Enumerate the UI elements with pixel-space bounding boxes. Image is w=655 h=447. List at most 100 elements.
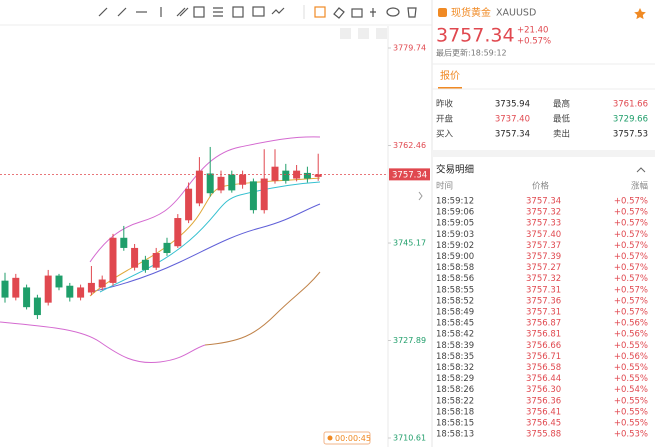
candles [1,146,322,320]
trade-price: 3756.41 [526,407,561,417]
tab-underline [438,87,462,89]
trade-price: 3757.37 [526,241,561,251]
gold-icon [438,8,447,17]
y-tick-label: 3762.46 [393,141,426,150]
instrument-symbol: XAUUSD [496,8,536,19]
trade-price: 3756.30 [526,385,561,395]
trade-time: 18:58:55 [436,285,474,295]
trade-price: 3757.34 [526,197,561,207]
quote-label: 昨收 [436,99,454,110]
candle-body [271,166,279,181]
trade-time: 18:58:32 [436,363,474,373]
tool-fib[interactable] [193,6,205,18]
tool-eraser[interactable] [333,7,345,19]
y-tick-label: 3745.17 [393,239,426,248]
countdown-icon [327,435,333,441]
tool-delete[interactable] [407,7,417,18]
chart-button[interactable] [340,28,351,39]
trade-change: +0.57% [614,296,648,306]
tool-image[interactable] [252,6,265,17]
tool-text[interactable] [232,6,244,18]
ma-long [204,271,321,346]
countdown: 00:00:45 [335,434,371,443]
trade-price: 3757.31 [526,285,561,295]
trade-change: +0.56% [614,352,648,362]
trade-change: +0.56% [614,319,648,329]
collapse-arrow[interactable] [418,191,423,201]
candle-body [303,172,311,179]
favorite-star[interactable] [634,8,646,20]
trade-price: 3755.88 [526,430,561,440]
y-tick-label: 3779.74 [393,44,426,53]
candle-body [163,242,171,254]
trade-time: 18:58:13 [436,430,474,440]
quote-value: 3757.53 [613,130,648,140]
quote-label: 卖出 [553,129,570,140]
trade-change: +0.57% [614,219,648,229]
tool-ray[interactable] [117,7,127,17]
trade-price: 3757.32 [526,274,561,284]
chart-button[interactable] [376,28,387,39]
last-price: 3757.34 [436,25,515,47]
quote-label: 开盘 [436,114,454,125]
tool-levels[interactable] [213,7,223,17]
trade-price: 3756.58 [526,363,561,373]
trade-change: +0.55% [614,419,648,429]
candle-body [1,280,9,298]
trade-time: 18:59:00 [436,252,474,262]
candle-body [228,174,236,191]
tool-trend[interactable] [271,7,285,15]
trade-change: +0.55% [614,407,648,417]
tab-quote[interactable]: 报价 [440,69,460,82]
last-price-tag-label: 3757.34 [392,170,427,180]
updated-time: 最后更新:18:59:12 [436,48,507,58]
ma-slow [89,203,321,293]
last-price-tag [389,168,430,181]
price-change-pct: +0.57% [517,37,551,47]
trade-price: 3757.36 [526,296,561,306]
candle-body [174,218,182,247]
trade-time: 18:58:26 [436,385,474,395]
tool-magnet[interactable] [370,8,376,17]
candle-body [120,237,128,248]
candle-body [185,188,193,221]
section-gap [432,150,655,157]
trade-change: +0.57% [614,285,648,295]
trade-price: 3756.44 [526,374,561,384]
candle-body [314,174,322,177]
candle-body [23,287,31,308]
ma-mid [99,181,321,293]
y-tick-label: 3710.61 [393,434,426,443]
trade-time: 18:59:02 [436,241,474,251]
trade-change: +0.57% [614,252,648,262]
quote-label: 最低 [553,114,571,125]
quote-value: 3729.66 [613,115,648,125]
instrument-name: 现货黄金 [451,6,491,19]
trade-change: +0.55% [614,374,648,384]
quote-label: 买入 [436,130,454,140]
price-change: +21.40 [517,26,548,36]
tool-line[interactable] [98,7,108,17]
trade-change: +0.56% [614,330,648,340]
candle-body [131,247,139,268]
quote-value: 3737.40 [495,115,530,125]
trade-time: 18:58:45 [436,319,474,329]
trade-change: +0.54% [614,385,648,395]
trades-table: 时间 价格 涨幅 18:59:12 3757.34 +0.57% 18:59:06 3757.… [436,181,648,440]
candle-body [77,287,85,298]
trade-time: 18:58:29 [436,374,474,384]
trade-change: +0.57% [614,230,648,240]
tool-edit[interactable] [314,6,326,18]
trades-header: 价格 [532,181,550,192]
candle-body [87,282,95,293]
trade-time: 18:58:39 [436,341,474,351]
collapse-trades[interactable] [636,167,646,173]
tool-channel[interactable] [176,7,189,17]
candle-body [249,181,257,211]
trade-price: 3756.66 [526,341,561,351]
trade-change: +0.55% [614,341,648,351]
tool-lock[interactable] [351,8,363,18]
chart-button[interactable] [358,28,369,39]
tool-eye[interactable] [386,7,400,17]
